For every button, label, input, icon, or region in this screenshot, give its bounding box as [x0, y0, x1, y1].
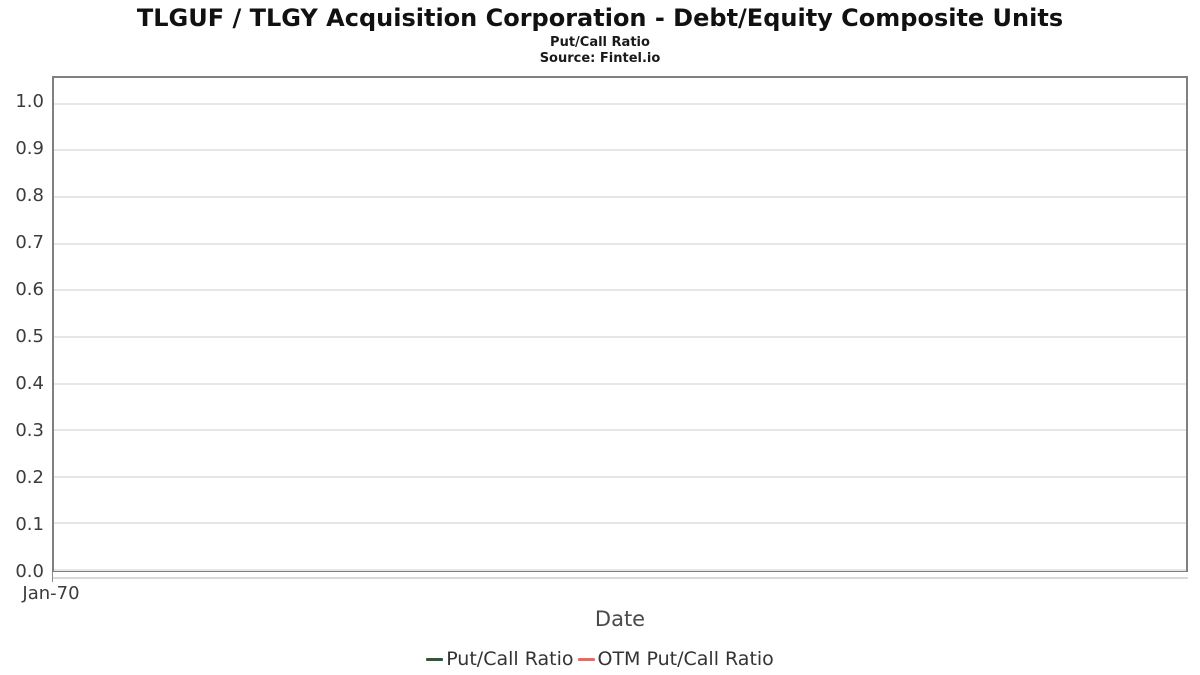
legend-item-otm-put-call-ratio[interactable]: OTM Put/Call Ratio	[577, 648, 774, 670]
otm-put-call-ratio-line-swatch	[577, 657, 595, 661]
y-gridline	[54, 382, 1186, 385]
y-gridline	[54, 196, 1186, 199]
y-axis-tick-label: 0.8	[15, 185, 44, 206]
x-axis-line	[52, 577, 1188, 579]
plot-area	[52, 76, 1188, 572]
put-call-ratio-line-swatch	[426, 657, 444, 661]
y-axis-tick-label: 0.3	[15, 420, 44, 441]
chart-title: TLGUF / TLGY Acquisition Corporation - D…	[136, 4, 1064, 32]
y-axis-tick-label: 0.4	[15, 373, 44, 394]
y-gridline	[54, 242, 1186, 245]
x-axis-tick-label: Jan-70	[22, 583, 80, 604]
y-axis-tick-label: 0.5	[15, 326, 44, 347]
y-gridline	[54, 475, 1186, 478]
y-axis-tick-label: 0.9	[15, 138, 44, 159]
y-axis-tick-label: 0.2	[15, 467, 44, 488]
y-axis-tick-label: 1.0	[15, 91, 44, 112]
x-axis-tick	[52, 572, 53, 582]
y-gridline	[54, 102, 1186, 105]
y-axis-tick-label: 0.6	[15, 279, 44, 300]
y-gridline	[54, 149, 1186, 152]
y-axis-tick-label: 0.0	[15, 561, 44, 582]
legend-label-otm-put-call-ratio: OTM Put/Call Ratio	[597, 648, 774, 670]
y-gridline	[54, 289, 1186, 292]
chart-source: Source: Fintel.io	[539, 51, 661, 66]
y-gridline	[54, 522, 1186, 525]
y-axis-tick-label: 0.7	[15, 232, 44, 253]
y-gridline	[54, 429, 1186, 432]
legend-item-put-call-ratio[interactable]: Put/Call Ratio	[426, 648, 574, 670]
y-gridline	[54, 335, 1186, 338]
legend-label-put-call-ratio: Put/Call Ratio	[446, 648, 574, 670]
legend: Put/Call Ratio OTM Put/Call Ratio	[0, 645, 1200, 673]
y-axis-labels: 0.0 0.1 0.2 0.3 0.4 0.5 0.6 0.7 0.8 0.9 1.0	[0, 76, 44, 581]
x-axis-title: Date	[594, 607, 646, 631]
y-axis-tick-label: 0.1	[15, 514, 44, 535]
chart-subtitle: Put/Call Ratio	[550, 35, 650, 50]
y-gridline	[54, 569, 1186, 571]
